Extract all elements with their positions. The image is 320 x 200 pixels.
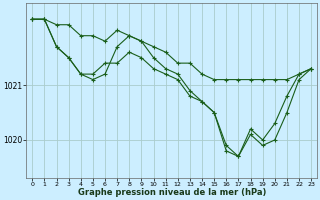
X-axis label: Graphe pression niveau de la mer (hPa): Graphe pression niveau de la mer (hPa) xyxy=(77,188,266,197)
